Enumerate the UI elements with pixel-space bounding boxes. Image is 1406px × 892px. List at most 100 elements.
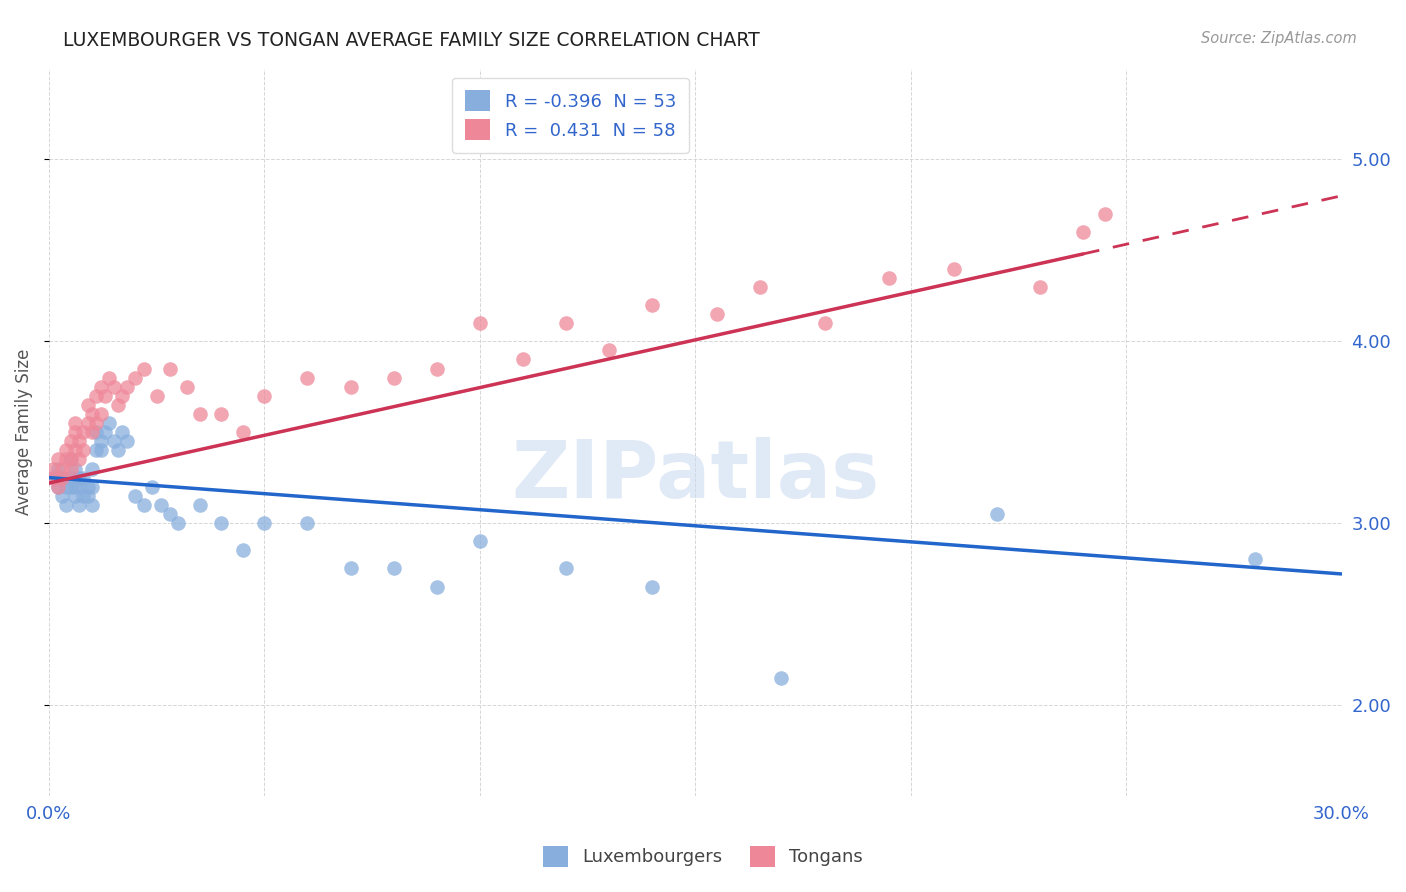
Legend: R = -0.396  N = 53, R =  0.431  N = 58: R = -0.396 N = 53, R = 0.431 N = 58 bbox=[453, 78, 689, 153]
Point bbox=[72, 470, 94, 484]
Point bbox=[253, 516, 276, 530]
Point bbox=[98, 416, 121, 430]
Point bbox=[382, 370, 405, 384]
Point bbox=[468, 534, 491, 549]
Point bbox=[94, 389, 117, 403]
Y-axis label: Average Family Size: Average Family Size bbox=[15, 349, 32, 516]
Point bbox=[80, 425, 103, 439]
Point bbox=[339, 380, 361, 394]
Point bbox=[90, 443, 112, 458]
Point bbox=[76, 398, 98, 412]
Point bbox=[67, 452, 90, 467]
Point bbox=[232, 543, 254, 558]
Point bbox=[46, 452, 69, 467]
Point bbox=[80, 480, 103, 494]
Point bbox=[188, 498, 211, 512]
Point bbox=[80, 461, 103, 475]
Point bbox=[63, 425, 86, 439]
Point bbox=[107, 443, 129, 458]
Point bbox=[598, 343, 620, 358]
Point bbox=[641, 580, 664, 594]
Point bbox=[111, 425, 134, 439]
Point bbox=[72, 443, 94, 458]
Point bbox=[63, 461, 86, 475]
Point bbox=[51, 489, 73, 503]
Point bbox=[86, 425, 108, 439]
Point bbox=[94, 425, 117, 439]
Point bbox=[86, 443, 108, 458]
Point bbox=[67, 470, 90, 484]
Point bbox=[942, 261, 965, 276]
Point bbox=[426, 580, 449, 594]
Point bbox=[159, 507, 181, 521]
Point bbox=[80, 498, 103, 512]
Point bbox=[76, 489, 98, 503]
Point bbox=[468, 316, 491, 330]
Point bbox=[297, 516, 319, 530]
Point bbox=[132, 498, 155, 512]
Point bbox=[770, 671, 793, 685]
Text: LUXEMBOURGER VS TONGAN AVERAGE FAMILY SIZE CORRELATION CHART: LUXEMBOURGER VS TONGAN AVERAGE FAMILY SI… bbox=[63, 31, 761, 50]
Point bbox=[42, 470, 65, 484]
Point bbox=[115, 380, 138, 394]
Point bbox=[46, 480, 69, 494]
Point bbox=[176, 380, 198, 394]
Point bbox=[90, 434, 112, 449]
Point bbox=[46, 480, 69, 494]
Point bbox=[90, 380, 112, 394]
Point bbox=[986, 507, 1008, 521]
Point bbox=[555, 561, 578, 575]
Point bbox=[107, 398, 129, 412]
Point bbox=[86, 416, 108, 430]
Point bbox=[124, 370, 146, 384]
Point bbox=[55, 452, 77, 467]
Point bbox=[188, 407, 211, 421]
Point bbox=[51, 461, 73, 475]
Legend: Luxembourgers, Tongans: Luxembourgers, Tongans bbox=[536, 838, 870, 874]
Point bbox=[209, 516, 232, 530]
Point bbox=[253, 389, 276, 403]
Point bbox=[339, 561, 361, 575]
Point bbox=[76, 416, 98, 430]
Point bbox=[59, 434, 82, 449]
Point bbox=[150, 498, 173, 512]
Point bbox=[67, 480, 90, 494]
Point bbox=[748, 279, 770, 293]
Point bbox=[63, 480, 86, 494]
Point bbox=[706, 307, 728, 321]
Point bbox=[877, 270, 900, 285]
Point bbox=[1029, 279, 1052, 293]
Point bbox=[641, 298, 664, 312]
Point bbox=[59, 452, 82, 467]
Point bbox=[132, 361, 155, 376]
Point bbox=[59, 480, 82, 494]
Point bbox=[297, 370, 319, 384]
Point bbox=[141, 480, 163, 494]
Point bbox=[63, 489, 86, 503]
Point bbox=[1071, 225, 1094, 239]
Point bbox=[76, 480, 98, 494]
Point bbox=[86, 389, 108, 403]
Point bbox=[63, 416, 86, 430]
Point bbox=[63, 443, 86, 458]
Point bbox=[382, 561, 405, 575]
Point bbox=[813, 316, 835, 330]
Point bbox=[145, 389, 167, 403]
Point bbox=[426, 361, 449, 376]
Point bbox=[55, 498, 77, 512]
Point bbox=[232, 425, 254, 439]
Point bbox=[167, 516, 190, 530]
Point bbox=[72, 425, 94, 439]
Point bbox=[90, 407, 112, 421]
Point bbox=[80, 407, 103, 421]
Point bbox=[1094, 207, 1116, 221]
Point bbox=[98, 370, 121, 384]
Point bbox=[55, 480, 77, 494]
Point bbox=[55, 443, 77, 458]
Point bbox=[555, 316, 578, 330]
Point bbox=[42, 461, 65, 475]
Point bbox=[51, 470, 73, 484]
Text: ZIPatlas: ZIPatlas bbox=[512, 437, 879, 515]
Point bbox=[512, 352, 534, 367]
Point bbox=[72, 489, 94, 503]
